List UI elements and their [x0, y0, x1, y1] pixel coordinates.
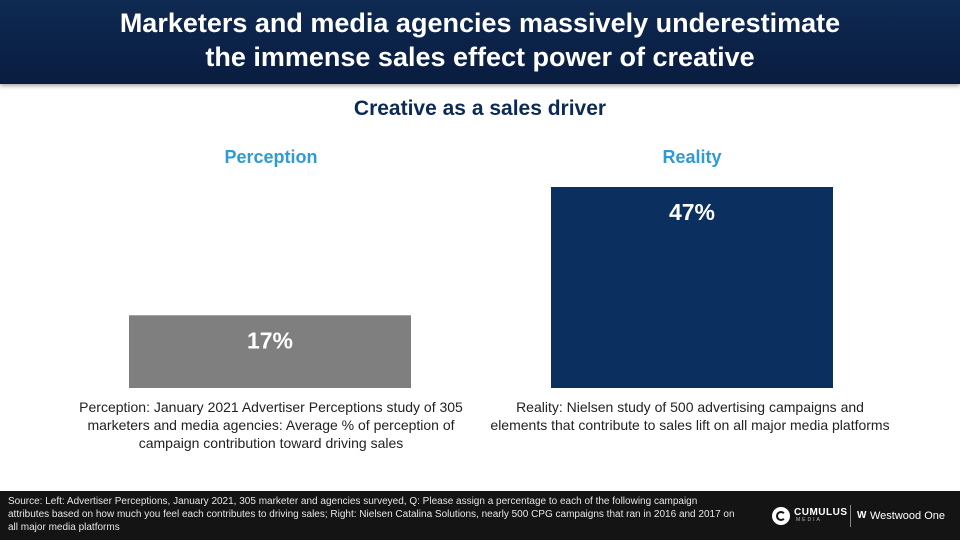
reality-title: Reality [662, 147, 722, 167]
chart-title: Creative as a sales driver [353, 97, 607, 120]
cumulus-logo-subtext: MEDIA [796, 517, 822, 523]
page-title-line-1: Marketers and media agencies massively u… [119, 8, 841, 38]
source-note: Source: Left: Advertiser Perceptions, Ja… [8, 496, 735, 533]
header-banner: Marketers and media agencies massively u… [0, 0, 960, 84]
westwood-one-logo-icon: W [857, 510, 867, 521]
cumulus-logo-text: CUMULUS [794, 507, 848, 518]
data-label-reality: 47% [669, 199, 715, 225]
logo-divider [850, 505, 851, 527]
page-title-line-2: the immense sales effect power of creati… [205, 42, 755, 72]
westwood-one-logo-text: Westwood One [870, 510, 946, 522]
bar-reality [551, 187, 833, 388]
data-label-perception: 17% [247, 327, 293, 353]
perception-title: Perception [224, 147, 318, 167]
reality-caption: Reality: Nielsen study of 500 advertisin… [490, 399, 890, 433]
perception-caption: Perception: January 2021 Advertiser Perc… [79, 399, 463, 451]
cumulus-logo-icon [772, 507, 790, 525]
footer-bar: Source: Left: Advertiser Perceptions, Ja… [0, 491, 960, 540]
bar-perception [129, 315, 411, 388]
